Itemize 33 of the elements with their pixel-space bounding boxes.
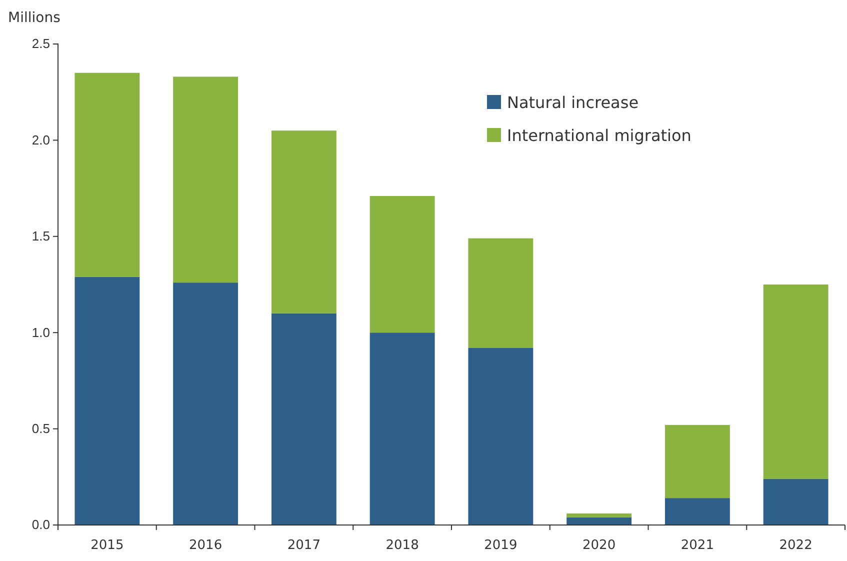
bar bbox=[271, 313, 336, 525]
legend-label: International migration bbox=[507, 126, 692, 145]
y-tick-label: 2.5 bbox=[32, 36, 50, 52]
y-tick-label: 1.5 bbox=[32, 228, 50, 244]
bar bbox=[173, 282, 238, 525]
x-tick-label: 2015 bbox=[90, 538, 124, 553]
bar bbox=[74, 276, 140, 525]
x-tick-label: 2021 bbox=[680, 538, 714, 553]
legend-label: Natural increase bbox=[507, 93, 639, 112]
x-tick-label: 2022 bbox=[779, 538, 812, 553]
bar bbox=[566, 513, 632, 518]
bar bbox=[763, 478, 828, 525]
bar bbox=[664, 424, 730, 498]
bar bbox=[468, 348, 534, 525]
bar bbox=[74, 72, 140, 277]
x-tick-label: 2017 bbox=[287, 538, 320, 553]
bar bbox=[468, 238, 534, 348]
y-tick-label: 1.0 bbox=[32, 324, 50, 340]
y-axis-title: Millions bbox=[8, 10, 60, 26]
y-tick-label: 0.5 bbox=[32, 420, 50, 436]
x-tick-label: 2018 bbox=[386, 538, 419, 553]
bar bbox=[173, 76, 238, 283]
y-tick-label: 2.0 bbox=[32, 132, 50, 148]
x-tick-label: 2020 bbox=[582, 538, 616, 553]
bar bbox=[370, 196, 435, 333]
y-tick-label: 0.0 bbox=[32, 517, 50, 532]
bar bbox=[664, 498, 730, 525]
x-tick-label: 2016 bbox=[189, 538, 222, 553]
bar bbox=[763, 284, 828, 479]
x-tick-label: 2019 bbox=[484, 538, 518, 553]
bar bbox=[370, 332, 435, 525]
bar bbox=[271, 130, 336, 314]
bar bbox=[566, 517, 632, 525]
